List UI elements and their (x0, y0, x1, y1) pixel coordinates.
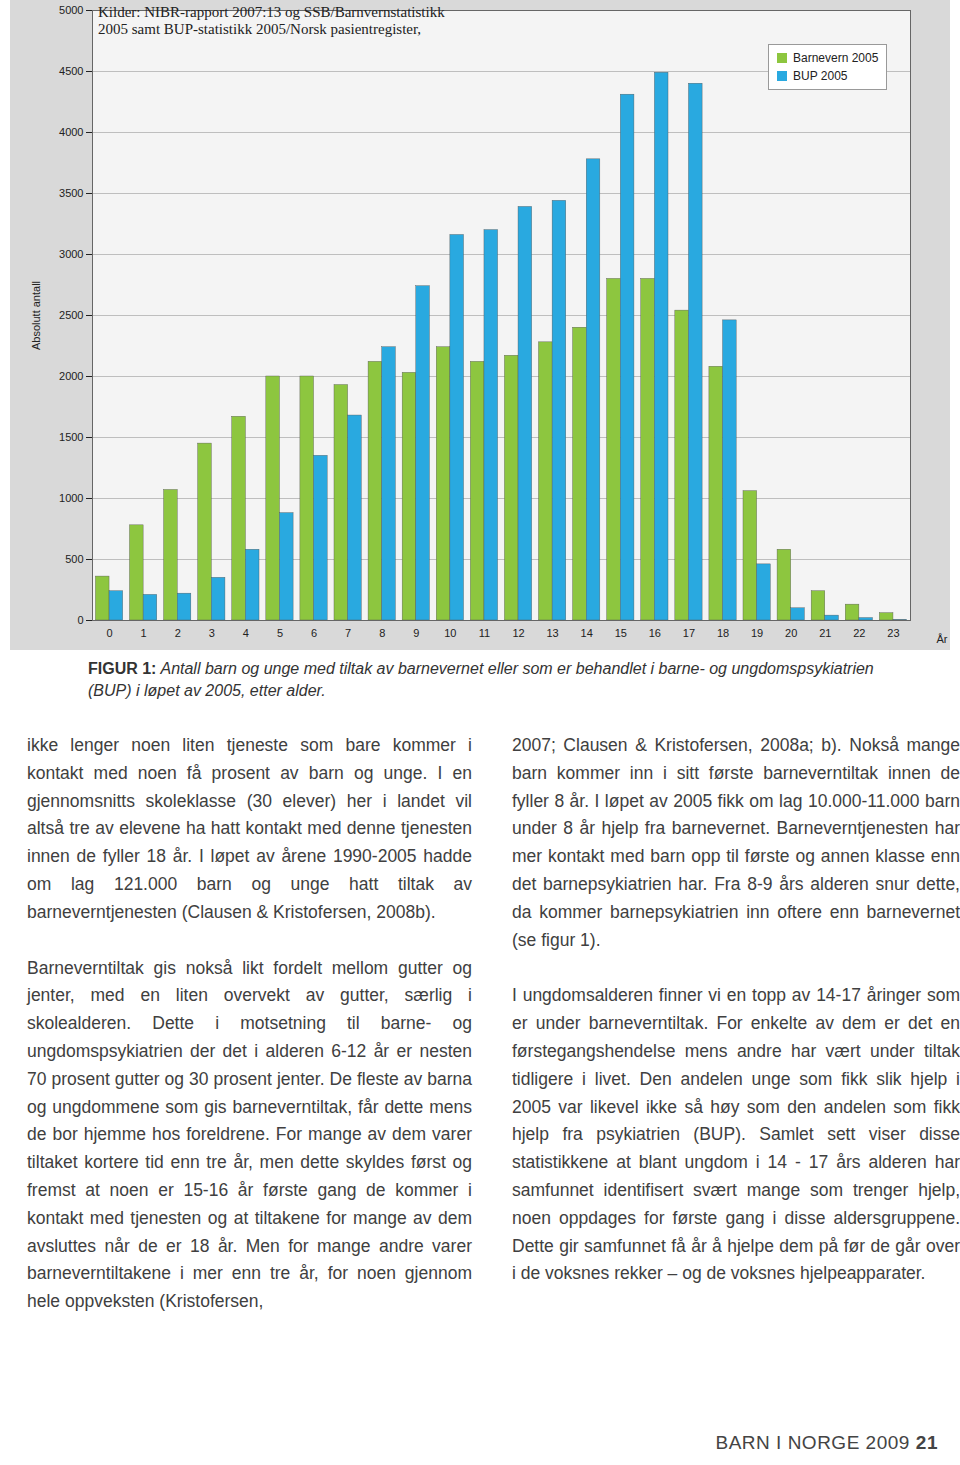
svg-text:2000: 2000 (59, 370, 83, 382)
svg-text:22: 22 (853, 627, 865, 639)
svg-text:5: 5 (277, 627, 283, 639)
svg-text:15: 15 (615, 627, 627, 639)
html-text:BARN I NORGE 2009 21: BARN I NORGE 2009 21 (715, 1432, 938, 1453)
svg-text:500: 500 (65, 553, 83, 565)
svg-text:12: 12 (512, 627, 524, 639)
svg-text:4500: 4500 (59, 65, 83, 77)
svg-text:20: 20 (785, 627, 797, 639)
svg-text:År: År (937, 633, 948, 645)
html-text:2005 samt BUP-statistikk 2005/: 2005 samt BUP-statistikk 2005/Norsk pasi… (98, 21, 422, 37)
svg-text:7: 7 (345, 627, 351, 639)
svg-text:14: 14 (581, 627, 593, 639)
svg-text:18: 18 (717, 627, 729, 639)
svg-text:5000: 5000 (59, 4, 83, 16)
svg-text:23: 23 (887, 627, 899, 639)
html-text:I ungdomsalderen finner vi en: I ungdomsalderen finner vi en topp av 14… (512, 985, 960, 1284)
svg-text:0: 0 (106, 627, 112, 639)
svg-text:6: 6 (311, 627, 317, 639)
svg-text:1500: 1500 (59, 431, 83, 443)
svg-text:1000: 1000 (59, 492, 83, 504)
svg-text:19: 19 (751, 627, 763, 639)
svg-text:3500: 3500 (59, 187, 83, 199)
svg-text:Absolutt antall: Absolutt antall (30, 281, 42, 350)
html-text:2007; Clausen & Kristofersen,: 2007; Clausen & Kristofersen, 2008a; b).… (512, 735, 960, 950)
svg-text:10: 10 (444, 627, 456, 639)
html-text:FIGUR 1: Antall barn og unge m: FIGUR 1: Antall barn og unge med tiltak … (88, 660, 874, 699)
svg-text:4000: 4000 (59, 126, 83, 138)
svg-text:11: 11 (479, 627, 490, 639)
svg-text:4: 4 (243, 627, 249, 639)
svg-text:2500: 2500 (59, 309, 83, 321)
html-text:BUP 2005: BUP 2005 (793, 69, 848, 83)
svg-text:16: 16 (649, 627, 661, 639)
svg-text:0: 0 (77, 614, 83, 626)
svg-text:3000: 3000 (59, 248, 83, 260)
svg-text:21: 21 (819, 627, 831, 639)
svg-text:13: 13 (547, 627, 559, 639)
svg-text:17: 17 (683, 627, 695, 639)
svg-text:8: 8 (379, 627, 385, 639)
svg-text:3: 3 (209, 627, 215, 639)
svg-text:9: 9 (413, 627, 419, 639)
svg-text:2: 2 (175, 627, 181, 639)
html-text:Kilder: NIBR-rapport 2007:13 o: Kilder: NIBR-rapport 2007:13 og SSB/Barn… (98, 4, 445, 20)
html-text:Barneverntiltak gis nokså likt: Barneverntiltak gis nokså likt fordelt m… (27, 957, 472, 1312)
html-text:ikke lenger noen liten tjenest: ikke lenger noen liten tjeneste som bare… (27, 735, 472, 922)
svg-text:1: 1 (141, 627, 147, 639)
html-text:Barnevern 2005: Barnevern 2005 (793, 51, 879, 65)
